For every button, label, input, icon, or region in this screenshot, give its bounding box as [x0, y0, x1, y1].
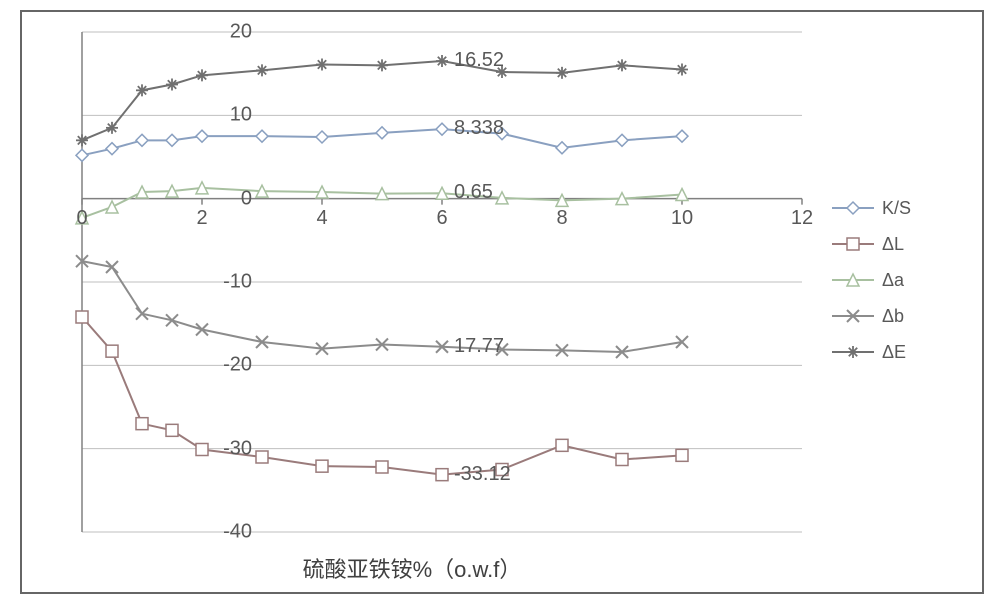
legend-swatch — [832, 342, 874, 362]
x-tick-label: 6 — [422, 207, 462, 230]
series-data-label: 16.52 — [454, 49, 504, 72]
y-tick-label: -30 — [202, 437, 252, 460]
x-tick-label: 12 — [782, 207, 822, 230]
legend-item: ΔE — [832, 342, 972, 362]
legend: K/S ΔL Δa Δb ΔE — [832, 182, 972, 378]
legend-swatch — [832, 234, 874, 254]
series-data-label: 0.65 — [454, 181, 493, 204]
legend-label: ΔE — [882, 342, 906, 363]
x-tick-label: 8 — [542, 207, 582, 230]
x-axis-label: 硫酸亚铁铵%（o.w.f） — [22, 552, 802, 584]
y-tick-label: -20 — [202, 354, 252, 377]
series-data-label: 8.338 — [454, 117, 504, 140]
chart-frame: -40-30-20-1001020 024681012 8.338-33.120… — [20, 10, 984, 594]
x-tick-label: 0 — [62, 207, 102, 230]
x-tick-label: 2 — [182, 207, 222, 230]
plot-area — [82, 32, 802, 532]
legend-swatch — [832, 270, 874, 290]
legend-swatch — [832, 306, 874, 326]
series-data-label: 17.77 — [454, 335, 504, 358]
legend-item: Δa — [832, 270, 972, 290]
plot-svg — [82, 32, 802, 532]
y-tick-label: -10 — [202, 271, 252, 294]
legend-swatch — [832, 198, 874, 218]
legend-item: Δb — [832, 306, 972, 326]
y-tick-label: -40 — [202, 521, 252, 544]
x-tick-label: 4 — [302, 207, 342, 230]
y-tick-label: 20 — [202, 21, 252, 44]
legend-label: K/S — [882, 198, 911, 219]
x-tick-label: 10 — [662, 207, 702, 230]
y-tick-label: 10 — [202, 104, 252, 127]
legend-label: ΔL — [882, 234, 904, 255]
legend-label: Δb — [882, 306, 904, 327]
legend-item: K/S — [832, 198, 972, 218]
legend-label: Δa — [882, 270, 904, 291]
series-data-label: -33.12 — [454, 463, 511, 486]
legend-item: ΔL — [832, 234, 972, 254]
